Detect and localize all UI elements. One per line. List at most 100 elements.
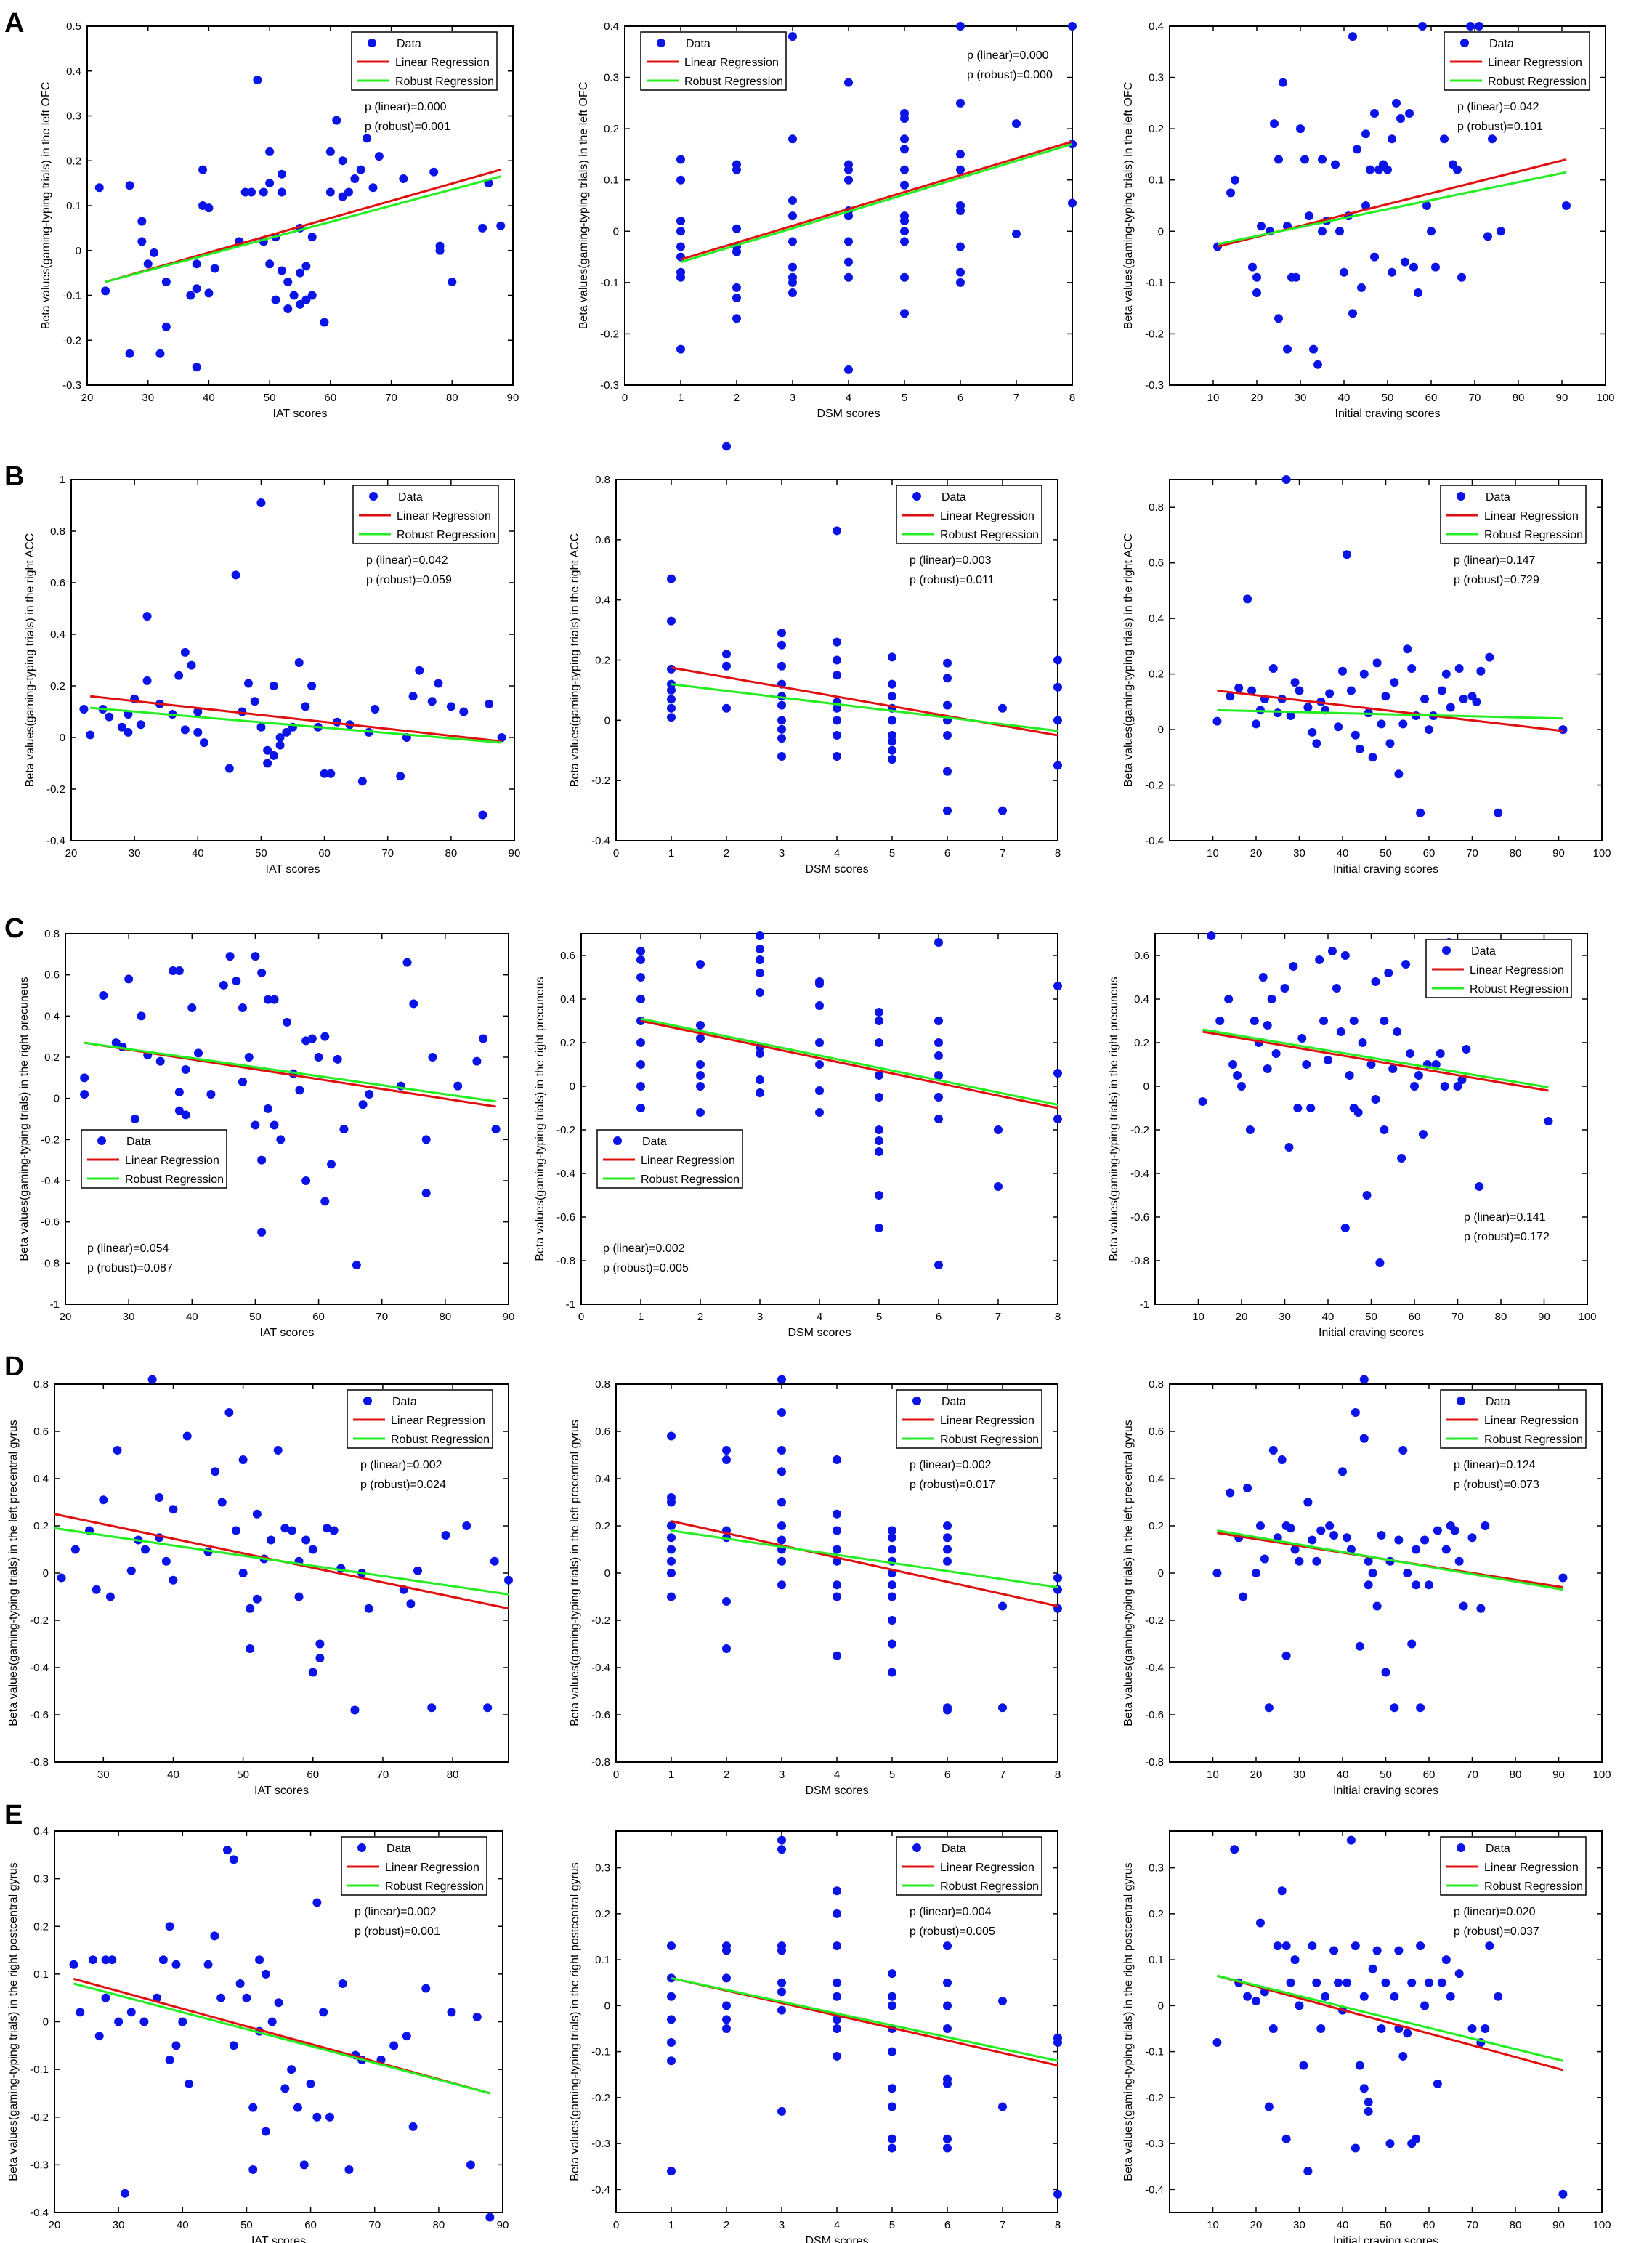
chart-1-point-41 — [900, 180, 909, 190]
chart-1-point-48 — [956, 22, 965, 31]
chart-1-point-37 — [900, 114, 909, 124]
chart-10-xtick-label-3: 3 — [779, 1769, 785, 1781]
chart-11-point-29 — [1359, 1434, 1369, 1443]
chart-4-point-19 — [777, 724, 786, 734]
chart-10-point-45 — [943, 1545, 952, 1554]
chart-3-xtick-label-3: 50 — [255, 847, 267, 860]
chart-11-legend-data-marker — [1457, 1397, 1465, 1405]
chart-9-point-23 — [238, 1569, 248, 1577]
chart-10-point-42 — [888, 1668, 896, 1677]
chart-9-point-40 — [323, 1524, 331, 1533]
chart-6-point-0 — [80, 1073, 89, 1083]
chart-6-point-56 — [453, 1081, 463, 1091]
chart-6-point-1 — [80, 1090, 89, 1099]
chart-2-point-36 — [1370, 252, 1379, 262]
chart-12-point-29 — [255, 1955, 264, 1965]
chart-3-point-51 — [434, 679, 443, 688]
chart-2-ytick-label-5: 0.2 — [1149, 123, 1164, 135]
chart-11-point-3 — [1239, 1592, 1248, 1601]
chart-11-ytick-label-2: -0.4 — [1145, 1662, 1164, 1674]
chart-0-point-16 — [198, 165, 208, 174]
chart-4-legend-data-label: Data — [942, 491, 966, 504]
chart-14-point-26 — [1346, 1835, 1356, 1845]
chart-12-ytick-label-0: -0.4 — [30, 2207, 49, 2219]
chart-12-point-17 — [178, 2017, 187, 2026]
chart-6-point-21 — [232, 977, 241, 986]
chart-3-point-17 — [193, 707, 203, 716]
chart-1-point-28 — [844, 165, 853, 174]
chart-6-point-17 — [194, 1048, 203, 1058]
chart-14-point-29 — [1355, 2061, 1364, 2070]
chart-12-point-18 — [185, 2079, 194, 2088]
chart-1-point-24 — [788, 278, 797, 287]
chart-0-p-robust: p (robust)=0.001 — [365, 121, 450, 133]
chart-13-point-23 — [833, 1941, 841, 1951]
chart-9-point-37 — [308, 1545, 317, 1554]
chart-6-point-42 — [320, 1032, 330, 1041]
chart-3-point-8 — [136, 720, 145, 730]
chart-13-p-robust: p (robust)=0.005 — [910, 1925, 995, 1938]
chart-6-point-45 — [333, 1054, 342, 1064]
chart-3-point-16 — [187, 660, 196, 670]
chart-3-point-49 — [415, 666, 424, 675]
chart-0-xtick-label-1: 30 — [142, 392, 154, 404]
chart-7-ytick-label-6: 0.2 — [560, 1037, 575, 1049]
chart-8-ytick-label-3: -0.4 — [1130, 1168, 1149, 1180]
chart-3-point-48 — [408, 692, 418, 701]
chart-8-point-44 — [1393, 1027, 1402, 1036]
chart-12-point-23 — [229, 1855, 238, 1864]
chart-11-legend: Data Linear Regression Robust Regression — [1440, 1389, 1587, 1449]
chart-9-ytick-label-8: 0.8 — [33, 1378, 49, 1391]
chart-8-point-39 — [1375, 1258, 1385, 1267]
chart-12-point-22 — [222, 1846, 232, 1855]
chart-3-legend-data-marker — [369, 492, 378, 501]
chart-7-point-52 — [1053, 982, 1062, 990]
chart-0-point-1 — [101, 286, 110, 296]
chart-5-xtick-label-7: 80 — [1510, 847, 1522, 860]
chart-8-xtick-label-5: 60 — [1409, 1311, 1421, 1323]
chart-8-point-42 — [1384, 969, 1393, 977]
chart-12-point-13 — [165, 2056, 174, 2064]
chart-4-xtick-label-2: 2 — [724, 847, 729, 860]
chart-7-point-31 — [815, 1108, 824, 1117]
chart-0-xtick-label-2: 40 — [203, 392, 215, 404]
chart-0-point-42 — [307, 291, 317, 300]
chart-5-point-32 — [1381, 692, 1390, 701]
chart-9-xtick-label-5: 80 — [447, 1769, 459, 1781]
chart-7-xtick-label-8: 8 — [1055, 1311, 1061, 1323]
chart-10-point-35 — [888, 1545, 896, 1554]
chart-5-xtick-label-3: 40 — [1337, 847, 1349, 860]
chart-0-point-41 — [301, 295, 311, 304]
chart-13-point-5 — [667, 2056, 676, 2066]
chart-6-point-35 — [283, 1017, 291, 1027]
chart-12-point-36 — [287, 2065, 296, 2074]
chart-12-point-3 — [94, 2032, 104, 2041]
chart-6-point-54 — [421, 1189, 431, 1197]
chart-9-point-4 — [99, 1495, 108, 1505]
chart-11-xtick-label-7: 80 — [1510, 1769, 1522, 1781]
chart-12-point-8 — [120, 2189, 129, 2198]
chart-7-point-0 — [636, 947, 645, 955]
chart-2-xtick-label-8: 90 — [1556, 392, 1568, 404]
chart-10-ytick-label-6: 0.4 — [595, 1473, 610, 1485]
chart-0-point-38 — [296, 299, 304, 309]
chart-13-point-46 — [998, 1997, 1007, 2006]
chart-1-point-35 — [844, 365, 853, 374]
chart-12-p-robust: p (robust)=0.001 — [355, 1925, 440, 1938]
chart-5-xtick-label-4: 50 — [1380, 847, 1392, 860]
chart-10-p-robust: p (robust)=0.017 — [910, 1479, 995, 1491]
chart-0-point-12 — [192, 259, 201, 269]
chart-4-point-20 — [777, 734, 786, 743]
chart-7-point-49 — [934, 1261, 943, 1269]
chart-7-ytick-label-0: -1 — [566, 1298, 575, 1311]
chart-5-ytick-label-5: 0.6 — [1149, 557, 1164, 570]
chart-14-xtick-label-5: 60 — [1423, 2219, 1436, 2231]
chart-0-ytick-label-8: 0.5 — [66, 20, 81, 33]
chart-4-ytick-label-0: -0.4 — [591, 835, 610, 847]
chart-8-point-46 — [1401, 960, 1411, 969]
chart-4-point-33 — [888, 692, 896, 701]
chart-7-point-46 — [934, 1071, 943, 1080]
chart-6-point-40 — [307, 1034, 317, 1043]
chart-7-point-15 — [696, 1108, 705, 1117]
chart-14-point-37 — [1381, 1978, 1390, 1987]
